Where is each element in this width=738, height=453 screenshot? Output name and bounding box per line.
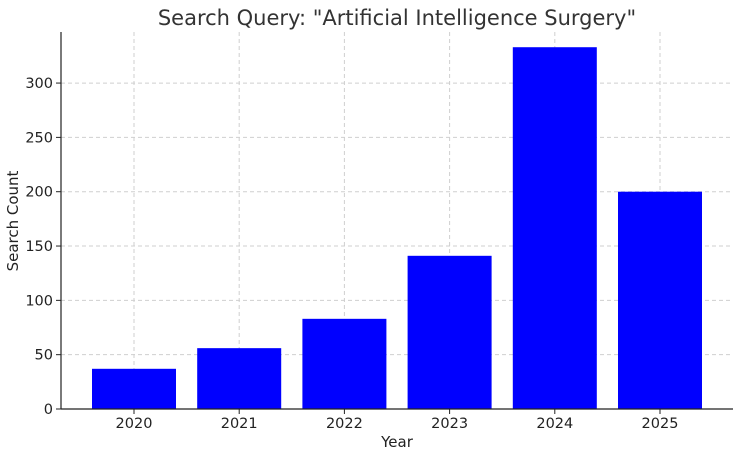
bar-2021 <box>197 348 282 409</box>
bar-2023 <box>407 255 492 409</box>
x-tick-label: 2021 <box>221 416 258 432</box>
y-ticks: 0 50 100 150 200 250 300 <box>25 76 61 418</box>
y-tick-label: 100 <box>25 293 53 309</box>
bars <box>92 47 702 409</box>
x-tick-label: 2020 <box>116 416 153 432</box>
y-tick-label: 150 <box>25 239 53 255</box>
y-tick-label: 300 <box>25 76 53 92</box>
x-tick-label: 2022 <box>326 416 363 432</box>
bar-2020 <box>92 368 176 409</box>
y-axis-label: Search Count <box>4 170 22 271</box>
bar-2024 <box>512 47 597 409</box>
bar-2022 <box>302 318 387 409</box>
y-tick-label: 200 <box>25 185 53 201</box>
axes <box>60 32 733 410</box>
chart-title: Search Query: "Artificial Intelligence S… <box>158 6 636 30</box>
x-tick-label: 2024 <box>536 416 573 432</box>
x-ticks: 2020 2021 2022 2023 2024 2025 <box>116 409 679 432</box>
x-axis-label: Year <box>380 433 414 451</box>
y-tick-label: 0 <box>44 402 53 418</box>
y-tick-label: 50 <box>35 348 53 364</box>
x-tick-label: 2023 <box>431 416 468 432</box>
y-tick-label: 250 <box>25 130 53 146</box>
x-tick-label: 2025 <box>642 416 679 432</box>
bar-2025 <box>618 191 702 409</box>
